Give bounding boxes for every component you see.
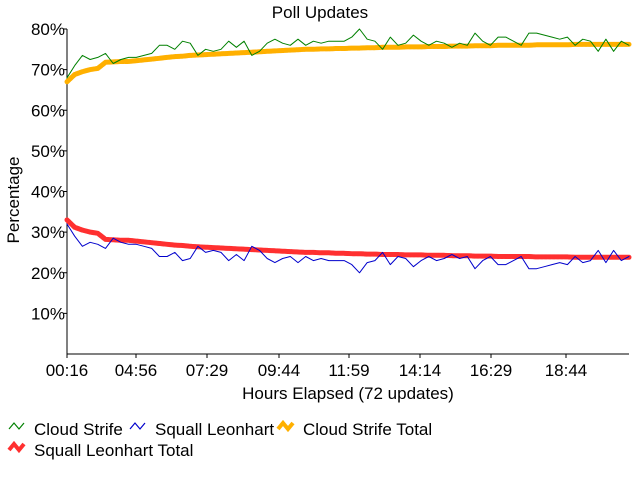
legend-label: Squall Leonhart [155, 420, 274, 439]
y-tick-label: 40% [31, 183, 65, 202]
y-axis-title: Percentage [4, 157, 23, 244]
legend-label: Cloud Strife [34, 420, 123, 439]
x-tick-label: 16:29 [470, 361, 513, 380]
x-tick-label: 04:56 [115, 361, 158, 380]
y-tick-label: 50% [31, 142, 65, 161]
series-line-squall-leonhart-total [64, 217, 632, 260]
legend-swatch [129, 422, 146, 430]
y-tick-label: 30% [31, 223, 65, 242]
legend-swatch [8, 422, 25, 430]
series-layer [64, 28, 632, 274]
legend-swatch [7, 440, 26, 454]
series-line-cloud-strife-total [64, 41, 632, 85]
axes [66, 29, 629, 355]
legend-swatch [276, 419, 295, 433]
series-line-cloud-strife [66, 28, 630, 79]
legend-label: Cloud Strife Total [303, 420, 432, 439]
x-tick-label: 11:59 [328, 361, 369, 380]
x-tick-label: 09:44 [258, 361, 301, 380]
legend-label: Squall Leonhart Total [34, 441, 193, 460]
x-axis-title: Hours Elapsed (72 updates) [242, 384, 454, 403]
y-tick-label: 20% [31, 264, 65, 283]
y-tick-label: 70% [31, 61, 65, 80]
y-tick-label: 10% [31, 304, 65, 323]
x-tick-label: 18:44 [545, 361, 588, 380]
x-axis-ticks: 00:16 04:56 07:29 09:44 11:59 14:14 16:29 18:44 [46, 354, 588, 380]
y-axis-ticks: 10% 20% 30% 40% 50% 60% 70% 80% [31, 20, 67, 323]
series-line-squall-leonhart [66, 223, 630, 274]
legend: Cloud Strife Squall Leonhart Cloud Strife … [7, 419, 432, 460]
x-tick-label: 00:16 [46, 361, 89, 380]
x-tick-label: 07:29 [186, 361, 229, 380]
y-tick-label: 60% [31, 101, 65, 120]
chart-title: Poll Updates [272, 3, 368, 22]
y-tick-label: 80% [31, 20, 65, 39]
x-tick-label: 14:14 [399, 361, 442, 380]
